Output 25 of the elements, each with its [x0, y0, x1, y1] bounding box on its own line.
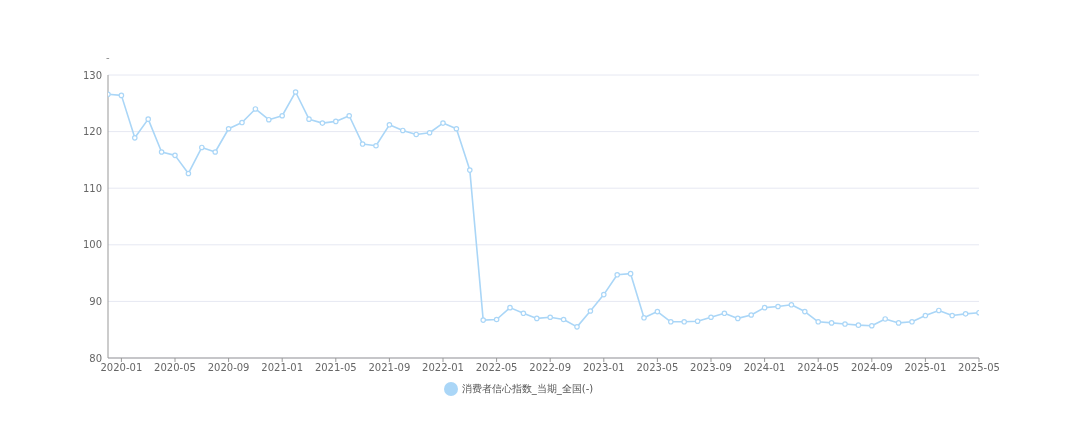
- x-tick-label: 2025-05: [958, 362, 1000, 374]
- legend-label: 消费者信心指数_当期_全国(-): [461, 383, 594, 394]
- x-tick-label: 2024-01: [743, 362, 786, 374]
- x-tick-label: 2023-05: [636, 362, 679, 374]
- x-tick-label: 2024-05: [797, 362, 840, 374]
- chart-title: -: [106, 52, 110, 63]
- x-tick-label: 2020-01: [100, 362, 143, 374]
- x-tick-label: 2021-01: [261, 362, 304, 374]
- x-tick-label: 2022-05: [475, 362, 518, 374]
- x-tick-label: 2025-01: [904, 362, 947, 374]
- y-tick-label: 110: [82, 182, 102, 194]
- y-tick-label: 80: [89, 352, 102, 364]
- y-tick-label: 90: [89, 295, 102, 307]
- y-tick-label: 130: [82, 69, 102, 81]
- y-tick-label: 120: [82, 126, 102, 138]
- x-tick-label: 2020-09: [207, 362, 250, 374]
- x-tick-label: 2022-01: [422, 362, 464, 374]
- x-tick-label: 2022-09: [529, 362, 572, 374]
- x-tick-label: 2023-09: [690, 362, 732, 374]
- x-tick-label: 2021-05: [314, 362, 357, 374]
- x-tick-label: 2023-01: [582, 362, 625, 374]
- x-tick-label: 2020-05: [154, 362, 196, 374]
- x-tick-label: 2021-09: [368, 362, 411, 374]
- x-tick-label: 2024-09: [850, 362, 893, 374]
- y-tick-label: 100: [82, 239, 102, 251]
